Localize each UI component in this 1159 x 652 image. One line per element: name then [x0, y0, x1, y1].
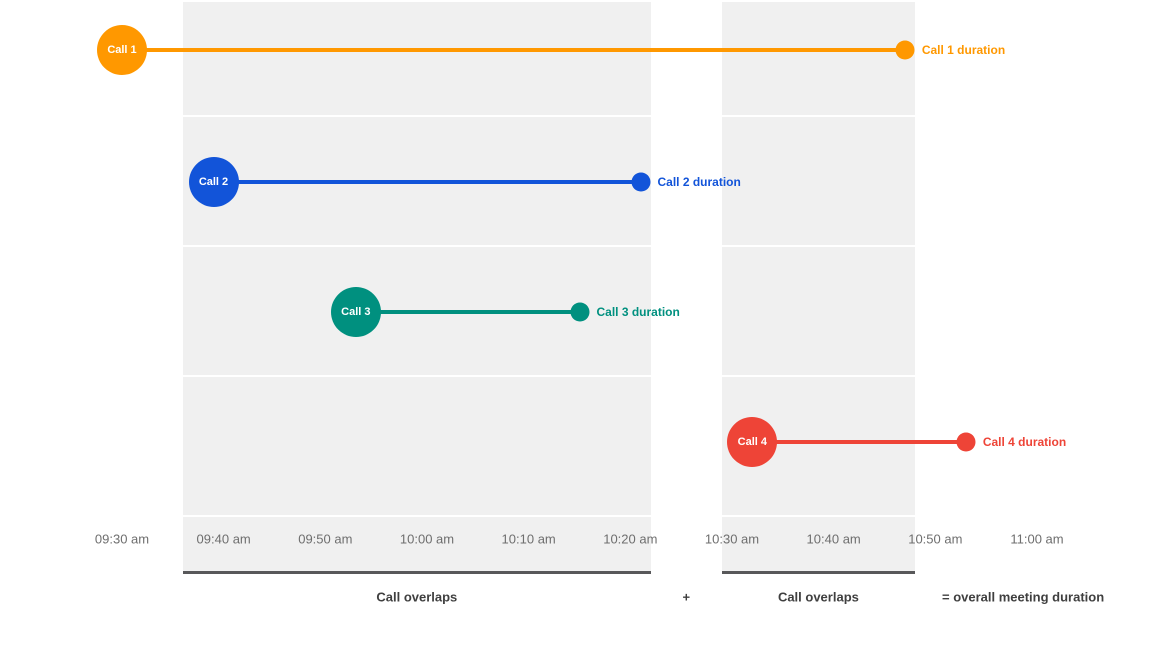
gridline-over-band — [0, 115, 1159, 117]
axis-tick-label: 10:10 am — [501, 531, 556, 547]
axis-tick-label: 10:40 am — [806, 531, 861, 547]
plus-sign: + — [682, 589, 691, 605]
call-3-start-marker: Call 3 — [330, 287, 381, 337]
call-1-start-marker: Call 1 — [97, 25, 147, 75]
call-1-line — [122, 48, 905, 52]
axis-tick-label: 09:40 am — [196, 531, 251, 547]
call-3-duration-label: Call 3 duration — [596, 305, 680, 319]
call-4-duration-label: Call 4 duration — [982, 435, 1067, 449]
call-4-line — [752, 440, 966, 444]
call-4-start-marker: Call 4 — [727, 417, 778, 467]
call-overlaps-label: Call overlaps — [777, 589, 859, 605]
gridline-over-band — [0, 245, 1159, 247]
call-3-end-marker — [570, 302, 589, 322]
axis-baseline-over-band — [0, 515, 1159, 517]
axis-tick-label: 10:30 am — [704, 531, 760, 547]
call-1-duration-label: Call 1 duration — [921, 43, 1006, 57]
axis-tick-label: 09:30 am — [94, 531, 150, 547]
gridline-over-band — [0, 375, 1159, 377]
call-1-end-marker — [895, 40, 915, 60]
call-3-line — [355, 310, 580, 314]
call-2-line — [213, 180, 641, 184]
overlap-band — [183, 2, 651, 574]
call-2-start-marker: Call 2 — [188, 157, 239, 207]
axis-tick-label: 10:20 am — [603, 531, 658, 547]
overlap-band — [721, 2, 915, 574]
call-2-duration-label: Call 2 duration — [657, 175, 741, 189]
overall-duration-label: = overall meeting duration — [941, 589, 1105, 605]
call-overlaps-label: Call overlaps — [376, 589, 458, 605]
call-4-end-marker — [956, 432, 976, 452]
axis-tick-label: 10:00 am — [399, 531, 455, 547]
call-2-end-marker — [631, 172, 650, 192]
axis-tick-label: 11:00 am — [1010, 531, 1064, 547]
axis-tick-label: 10:50 am — [908, 531, 963, 547]
axis-tick-label: 09:50 am — [298, 531, 353, 547]
